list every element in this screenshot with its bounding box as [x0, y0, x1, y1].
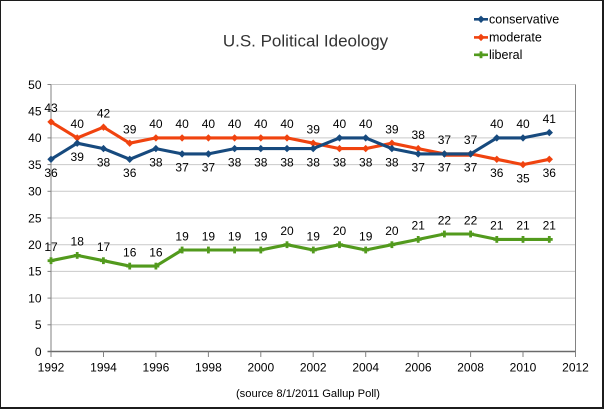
svg-text:1992: 1992	[38, 360, 65, 374]
svg-text:40: 40	[280, 117, 294, 131]
svg-text:2012: 2012	[562, 360, 589, 374]
svg-text:40: 40	[71, 117, 85, 131]
svg-text:20: 20	[28, 238, 42, 252]
svg-text:22: 22	[464, 213, 478, 227]
svg-text:liberal: liberal	[489, 48, 522, 62]
svg-text:40: 40	[254, 117, 268, 131]
svg-text:1996: 1996	[143, 360, 170, 374]
svg-text:39: 39	[307, 123, 321, 137]
svg-text:19: 19	[254, 229, 268, 243]
svg-text:(source 8/1/2011 Gallup Poll): (source 8/1/2011 Gallup Poll)	[236, 388, 380, 400]
svg-text:38: 38	[254, 155, 268, 169]
svg-text:20: 20	[280, 224, 294, 238]
svg-text:21: 21	[412, 219, 426, 233]
svg-text:36: 36	[123, 166, 137, 180]
svg-text:1994: 1994	[90, 360, 117, 374]
svg-text:22: 22	[438, 213, 452, 227]
svg-text:5: 5	[35, 318, 42, 332]
svg-text:38: 38	[228, 155, 242, 169]
svg-text:15: 15	[28, 265, 42, 279]
svg-text:2002: 2002	[300, 360, 327, 374]
svg-text:2008: 2008	[457, 360, 484, 374]
svg-text:37: 37	[412, 161, 426, 175]
svg-text:43: 43	[44, 101, 58, 115]
svg-text:16: 16	[149, 245, 163, 259]
svg-text:U.S. Political Ideology: U.S. Political Ideology	[223, 32, 389, 51]
svg-text:40: 40	[228, 117, 242, 131]
svg-text:38: 38	[385, 155, 399, 169]
svg-text:39: 39	[71, 150, 85, 164]
svg-text:38: 38	[333, 155, 347, 169]
svg-text:17: 17	[44, 240, 58, 254]
svg-text:38: 38	[280, 155, 294, 169]
svg-text:40: 40	[359, 117, 373, 131]
svg-text:25: 25	[28, 211, 42, 225]
svg-text:38: 38	[359, 155, 373, 169]
svg-text:35: 35	[516, 171, 530, 185]
svg-text:36: 36	[490, 166, 504, 180]
svg-text:37: 37	[438, 133, 452, 147]
svg-text:40: 40	[149, 117, 163, 131]
svg-text:2006: 2006	[405, 360, 432, 374]
svg-text:19: 19	[175, 229, 189, 243]
svg-text:conservative: conservative	[489, 13, 559, 27]
svg-text:21: 21	[516, 219, 530, 233]
svg-text:41: 41	[543, 112, 557, 126]
svg-text:37: 37	[464, 161, 478, 175]
svg-text:36: 36	[44, 166, 58, 180]
svg-text:40: 40	[202, 117, 216, 131]
svg-text:0: 0	[35, 345, 42, 359]
svg-text:2000: 2000	[247, 360, 274, 374]
svg-text:21: 21	[490, 219, 504, 233]
svg-text:40: 40	[490, 117, 504, 131]
svg-text:40: 40	[516, 117, 530, 131]
svg-text:42: 42	[97, 107, 111, 121]
svg-text:19: 19	[359, 229, 373, 243]
svg-text:30: 30	[28, 185, 42, 199]
svg-text:19: 19	[202, 229, 216, 243]
svg-text:2010: 2010	[510, 360, 537, 374]
svg-text:38: 38	[307, 155, 321, 169]
svg-text:1998: 1998	[195, 360, 222, 374]
svg-text:37: 37	[464, 133, 478, 147]
svg-text:38: 38	[149, 155, 163, 169]
svg-text:19: 19	[228, 229, 242, 243]
svg-text:10: 10	[28, 291, 42, 305]
svg-text:20: 20	[333, 224, 347, 238]
svg-text:37: 37	[175, 161, 189, 175]
svg-text:40: 40	[175, 117, 189, 131]
svg-text:18: 18	[71, 235, 85, 249]
svg-text:39: 39	[123, 123, 137, 137]
svg-text:50: 50	[28, 78, 42, 92]
svg-text:40: 40	[333, 117, 347, 131]
svg-text:45: 45	[28, 105, 42, 119]
svg-text:20: 20	[385, 224, 399, 238]
svg-text:19: 19	[307, 229, 321, 243]
svg-text:21: 21	[543, 219, 557, 233]
svg-text:35: 35	[28, 158, 42, 172]
svg-text:37: 37	[202, 161, 216, 175]
svg-text:2004: 2004	[352, 360, 379, 374]
svg-text:38: 38	[97, 155, 111, 169]
svg-text:17: 17	[97, 240, 111, 254]
svg-text:moderate: moderate	[489, 31, 542, 45]
svg-text:37: 37	[438, 161, 452, 175]
svg-text:40: 40	[28, 131, 42, 145]
svg-text:39: 39	[385, 123, 399, 137]
svg-text:38: 38	[412, 128, 426, 142]
svg-text:16: 16	[123, 245, 137, 259]
svg-text:36: 36	[543, 166, 557, 180]
